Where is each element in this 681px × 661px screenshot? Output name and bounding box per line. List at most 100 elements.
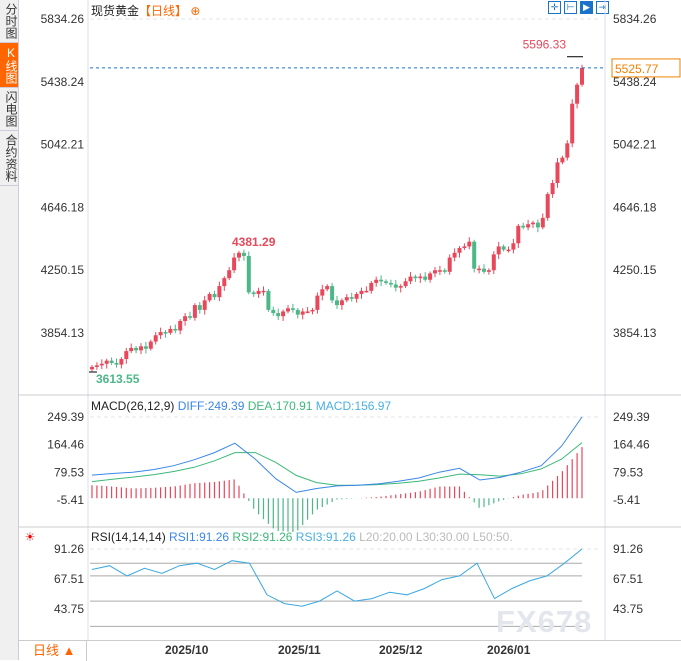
crosshair-icon[interactable]: ✛ bbox=[548, 1, 561, 14]
x-tick: 2025/12 bbox=[379, 643, 423, 657]
rsi-legend-item: L50:50. bbox=[469, 530, 512, 544]
candle-body bbox=[369, 282, 374, 291]
rsi-y-tick-right: 43.75 bbox=[613, 602, 643, 616]
candle-body bbox=[447, 257, 452, 272]
candle-body bbox=[384, 281, 388, 283]
candle-body bbox=[271, 309, 276, 314]
candle-body bbox=[433, 270, 437, 274]
candle-body bbox=[207, 294, 212, 301]
rsi-y-tick-left: 67.51 bbox=[54, 572, 84, 586]
candle-body bbox=[276, 313, 281, 317]
macd-y-tick-left: 79.53 bbox=[54, 465, 84, 479]
toolbar: ✛ ⊢ ▶ ⇥ bbox=[548, 1, 609, 14]
candle-body bbox=[281, 311, 286, 317]
candle-body bbox=[241, 252, 246, 256]
rsi-legend-item: RSI3:91.26 bbox=[292, 530, 356, 544]
candle-body bbox=[212, 294, 217, 298]
candle-body bbox=[580, 67, 584, 85]
candle-body bbox=[428, 273, 433, 280]
y-tick-right: 5438.24 bbox=[613, 75, 657, 89]
low-label: 3613.55 bbox=[96, 372, 140, 386]
candle-body bbox=[349, 297, 354, 299]
macd-legend-item: DIFF:249.39 bbox=[174, 399, 244, 413]
y-tick-left: 5834.26 bbox=[41, 12, 85, 26]
candle-body bbox=[540, 217, 545, 228]
candle-body bbox=[188, 316, 192, 318]
rsi-legend-item: L20:20.00 bbox=[356, 530, 413, 544]
candle-body bbox=[570, 103, 575, 144]
candle-body bbox=[560, 157, 565, 163]
candle-body bbox=[99, 363, 104, 366]
play-icon[interactable]: ▶ bbox=[580, 1, 593, 14]
candle-body bbox=[359, 290, 364, 295]
rsi-legend-item: RSI2:91.26 bbox=[229, 530, 293, 544]
watermark: FX678 bbox=[496, 604, 593, 639]
period-selector[interactable]: 日线 ▲ bbox=[19, 641, 87, 661]
last-price-box bbox=[611, 58, 681, 78]
y-tick-left: 3854.13 bbox=[41, 326, 85, 340]
rsi-legend-item: L30:30.00 bbox=[413, 530, 470, 544]
candle-body bbox=[134, 347, 139, 351]
jump-end-icon[interactable]: ⇥ bbox=[596, 1, 609, 14]
candle-body bbox=[403, 281, 408, 287]
candle-body bbox=[129, 347, 134, 352]
candle-body bbox=[408, 276, 413, 282]
x-tick: 2025/10 bbox=[165, 643, 209, 657]
settings-icon: ☀ bbox=[25, 530, 36, 544]
candle-body bbox=[467, 241, 472, 247]
y-tick-left: 4250.15 bbox=[41, 263, 85, 277]
macd-legend-item: MACD:156.97 bbox=[312, 399, 391, 413]
candle-body bbox=[457, 248, 462, 253]
tab-timeshare[interactable]: 分时图 bbox=[0, 0, 18, 43]
zoom-in-icon[interactable]: ⊕ bbox=[187, 4, 201, 18]
macd-y-tick-left: 164.46 bbox=[47, 438, 84, 452]
candle-body bbox=[237, 252, 241, 258]
y-tick-left: 5438.24 bbox=[41, 75, 85, 89]
candle-body bbox=[379, 279, 384, 282]
tab-flash[interactable]: 闪电图 bbox=[0, 88, 18, 131]
candle-body bbox=[521, 225, 526, 228]
candle-body bbox=[183, 316, 188, 321]
range-icon[interactable]: ⊢ bbox=[564, 1, 577, 14]
candle-body bbox=[158, 332, 163, 336]
instrument-name: 现货黄金 bbox=[91, 4, 140, 18]
candle-body bbox=[516, 225, 521, 244]
candle-body bbox=[442, 270, 447, 272]
candle-body bbox=[290, 308, 295, 310]
candle-body bbox=[511, 243, 516, 250]
candle-body bbox=[555, 162, 560, 184]
candle-body bbox=[315, 295, 320, 310]
candle-body bbox=[202, 300, 207, 310]
rsi-y-tick-left: 43.75 bbox=[54, 602, 84, 616]
candle-body bbox=[286, 308, 290, 312]
rsi-legend: RSI(14,14,14) RSI1:91.26 RSI2:91.26 RSI3… bbox=[91, 530, 513, 544]
candle-body bbox=[491, 254, 496, 271]
candle-body bbox=[526, 224, 531, 228]
y-tick-right: 5834.26 bbox=[613, 12, 657, 26]
candle-body bbox=[398, 286, 403, 288]
candle-body bbox=[344, 297, 349, 301]
tab-kline[interactable]: K线图 bbox=[0, 43, 18, 88]
candle-body bbox=[486, 270, 491, 272]
y-tick-right: 4250.15 bbox=[613, 263, 657, 277]
candle-body bbox=[575, 84, 580, 104]
last-price-label: 5525.77 bbox=[615, 62, 659, 76]
macd-y-tick-right: 164.46 bbox=[613, 438, 650, 452]
candle-body bbox=[305, 311, 310, 313]
candle-body bbox=[418, 276, 423, 279]
tab-contract-info[interactable]: 合约资料 bbox=[0, 131, 18, 186]
y-tick-right: 5042.21 bbox=[613, 138, 657, 152]
rsi-y-tick-right: 91.26 bbox=[613, 542, 643, 556]
sidebar: 分时图 K线图 闪电图 合约资料 bbox=[0, 0, 19, 660]
candle-body bbox=[104, 360, 109, 364]
candle-body bbox=[565, 143, 570, 158]
candle-body bbox=[143, 346, 148, 349]
candle-body bbox=[496, 246, 501, 255]
candle-body bbox=[109, 360, 114, 363]
candle-body bbox=[119, 359, 124, 365]
candle-body bbox=[393, 284, 398, 288]
x-axis: 日线 ▲ 2025/10 2025/11 2025/12 2026/01 bbox=[19, 640, 681, 661]
candle-body bbox=[462, 246, 467, 249]
y-tick-right: 3854.13 bbox=[613, 326, 657, 340]
